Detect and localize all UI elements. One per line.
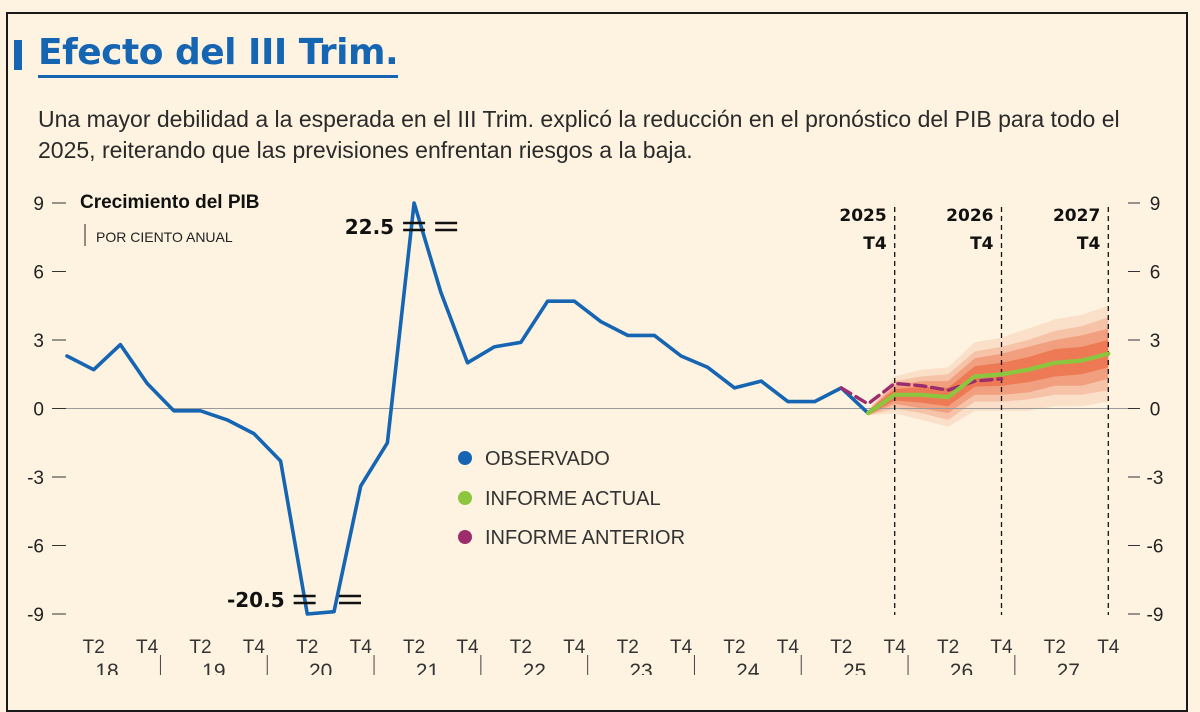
x-axis: T2 T4 T2 T4 T2 T4 T2 T4 T2 T4 T2 T4 T2 T4 T2 T4 T2 T4 T2 T4… <box>83 637 1120 675</box>
ytick-label-left: 9 <box>33 194 44 215</box>
xtick-label: T4 <box>777 637 800 658</box>
ytick-label-left: 3 <box>33 331 44 352</box>
xtick-label: T2 <box>83 637 105 658</box>
ytick-label-right: -6 <box>1147 537 1164 558</box>
break-annotations: 22.5 -20.5 <box>227 215 458 612</box>
xtick-label: T2 <box>830 637 852 658</box>
xyear-label: 20 <box>309 660 332 675</box>
legend-swatch-observado <box>458 451 472 465</box>
chart-unit: POR CIENTO ANUAL <box>96 229 233 245</box>
xyear-label: 19 <box>202 660 225 675</box>
xyear-label: 25 <box>843 660 866 675</box>
ytick-label-right: -9 <box>1147 605 1164 626</box>
xtick-label: T4 <box>456 637 479 658</box>
xtick-label: T4 <box>563 637 586 658</box>
xtick-label: T2 <box>403 637 425 658</box>
legend-label-actual: INFORME ACTUAL <box>485 488 661 510</box>
ytick-label-left: -6 <box>27 537 44 558</box>
xyear-label: 23 <box>629 660 652 675</box>
marker-quarter-2025: T4 <box>863 234 887 254</box>
series-line-informe-actual <box>865 351 1111 416</box>
legend-label-anterior: INFORME ANTERIOR <box>485 527 685 549</box>
xyear-label: 26 <box>950 660 973 675</box>
xtick-label: T2 <box>937 637 959 658</box>
page-title: Efecto del III Trim. <box>38 32 399 78</box>
xtick-label: T2 <box>296 637 318 658</box>
ytick-label-left: 6 <box>33 263 44 284</box>
marker-quarter-2027: T4 <box>1077 234 1101 254</box>
xtick-label: T2 <box>189 637 211 658</box>
legend-swatch-anterior <box>458 530 472 544</box>
xyear-label: 21 <box>416 660 439 675</box>
title-accent-bar <box>14 40 22 70</box>
y-axis: 9 9 6 6 3 3 0 0 -3 -3 -6 -6 -9 -9 <box>27 194 1163 626</box>
marker-year-2026: 2026 <box>946 206 993 226</box>
xyear-label: 27 <box>1057 660 1080 675</box>
marker-year-2025: 2025 <box>839 206 886 226</box>
ytick-label-right: -3 <box>1147 468 1164 489</box>
xtick-label: T2 <box>510 637 532 658</box>
xtick-label: T4 <box>884 637 907 658</box>
ytick-label-right: 9 <box>1150 194 1161 215</box>
series-line-informe-anterior <box>839 377 1004 406</box>
xtick-label: T4 <box>670 637 693 658</box>
xtick-label: T4 <box>990 637 1013 658</box>
ytick-label-left: 0 <box>33 400 44 421</box>
break-label: 22.5 <box>345 215 394 239</box>
legend-swatch-actual <box>458 491 472 505</box>
ytick-label-right: 6 <box>1150 263 1161 284</box>
xtick-label: T2 <box>1044 637 1066 658</box>
xtick-label: T2 <box>617 637 639 658</box>
marker-year-2027: 2027 <box>1053 206 1100 226</box>
xyear-label: 22 <box>523 660 546 675</box>
xtick-label: T4 <box>243 637 266 658</box>
ytick-label-left: -3 <box>27 468 44 489</box>
marker-quarter-2026: T4 <box>970 234 994 254</box>
xtick-label: T4 <box>1097 637 1120 658</box>
page-subtitle: Una mayor debilidad a la esperada en el … <box>38 106 1120 163</box>
xtick-label: T2 <box>723 637 745 658</box>
ytick-label-right: 3 <box>1150 331 1161 352</box>
ytick-label-left: -9 <box>27 605 44 626</box>
series-line-observado <box>65 201 870 616</box>
xtick-label: T4 <box>136 637 159 658</box>
legend: OBSERVADO INFORME ACTUAL INFORME ANTERIO… <box>458 448 685 549</box>
ytick-label-right: 0 <box>1150 400 1161 421</box>
series-lines <box>65 201 1111 616</box>
break-label: -20.5 <box>227 588 285 612</box>
xyear-label: 24 <box>736 660 760 675</box>
chart-title: Crecimiento del PIB <box>80 192 260 213</box>
xtick-label: T4 <box>350 637 373 658</box>
forecast-markers: 2025 T4 2026 T4 2027 T4 <box>839 206 1109 615</box>
legend-label-observado: OBSERVADO <box>485 448 610 470</box>
xyear-label: 18 <box>95 660 118 675</box>
